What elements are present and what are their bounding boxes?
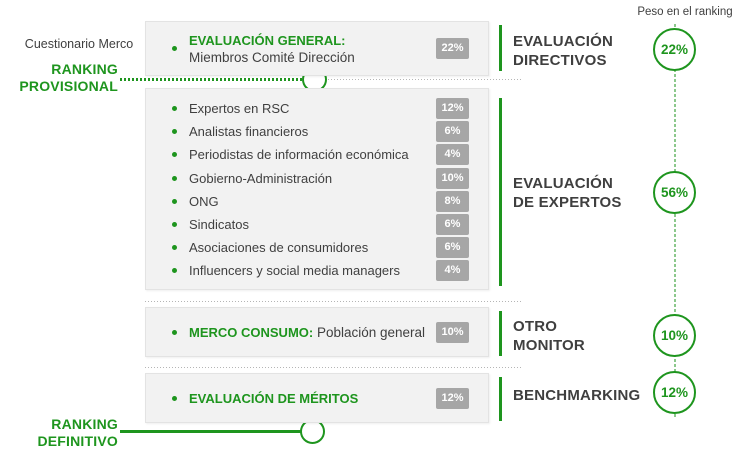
bullet-icon	[172, 106, 177, 112]
panel-evaluacion-meritos: EVALUACIÓN DE MÉRITOS 12%	[145, 373, 489, 423]
weight-badge: 10%	[436, 167, 469, 189]
separator-section-2	[145, 301, 523, 302]
weight-circle-benchmarking: 12%	[653, 371, 696, 414]
section-bar-otro-monitor	[499, 311, 502, 356]
weight-badge: 6%	[436, 237, 469, 259]
weight-badge: 6%	[436, 214, 469, 236]
bullet-icon	[172, 245, 177, 251]
bullet-icon	[172, 129, 177, 135]
section-label-benchmarking: BENCHMARKING	[513, 386, 653, 405]
weight-connector-line	[674, 24, 676, 417]
panel-merco-consumo: MERCO CONSUMO: Población general 10%	[145, 307, 489, 357]
section-label-expertos: EVALUACIÓN DE EXPERTOS	[513, 174, 653, 212]
expert-label: Sindicatos	[189, 217, 249, 233]
evaluacion-meritos-row: EVALUACIÓN DE MÉRITOS 12%	[146, 374, 488, 422]
definitivo-connector-line	[120, 430, 302, 433]
bullet-icon	[172, 175, 177, 181]
section-label-otro-monitor: OTRO MONITOR	[513, 317, 653, 355]
bullet-icon	[172, 222, 177, 228]
peso-heading: Peso en el ranking	[637, 6, 733, 18]
bullet-icon	[172, 46, 177, 51]
expert-label: Analistas financieros	[189, 124, 309, 140]
weight-badge: 12%	[436, 387, 469, 409]
bullet-icon	[172, 329, 177, 335]
ranking-provisional-line2: PROVISIONAL	[19, 78, 118, 94]
merco-consumo-row: MERCO CONSUMO: Población general 10%	[146, 308, 488, 356]
weight-badge: 12%	[436, 98, 469, 120]
weight-badge: 4%	[436, 260, 469, 282]
weight-badge: 10%	[436, 321, 469, 343]
expert-label: Asociaciones de consumidores	[189, 240, 369, 256]
section-label-line: MONITOR	[513, 337, 585, 354]
evaluacion-general-subtitle: Miembros Comité Dirección	[189, 49, 355, 65]
separator-section-1	[328, 79, 523, 80]
bullet-icon	[172, 152, 177, 158]
section-label-line: OTRO	[513, 318, 558, 335]
evaluacion-general-title: EVALUACIÓN GENERAL:	[189, 32, 346, 48]
ranking-definitivo-label: RANKING DEFINITIVO	[0, 416, 118, 450]
expert-label: Influencers y social media managers	[189, 263, 400, 279]
expert-row: Expertos en RSC 12%	[146, 97, 488, 120]
expert-label: ONG	[189, 193, 219, 209]
weight-badge: 22%	[436, 38, 469, 59]
weight-circle-otro-monitor: 10%	[653, 314, 696, 357]
section-label-line: EVALUACIÓN	[513, 175, 614, 192]
weight-badge: 4%	[436, 144, 469, 166]
merco-consumo-subtitle: Población general	[313, 324, 426, 340]
bullet-icon	[172, 198, 177, 204]
section-label-line: DE EXPERTOS	[513, 194, 622, 211]
expert-row: Sindicatos 6%	[146, 213, 488, 236]
ranking-provisional-line1: RANKING	[51, 61, 118, 77]
evaluacion-meritos-title: EVALUACIÓN DE MÉRITOS	[189, 390, 359, 406]
section-bar-expertos	[499, 98, 502, 286]
merco-consumo-title: MERCO CONSUMO:	[189, 324, 314, 340]
section-label-line: BENCHMARKING	[513, 387, 641, 404]
weight-badge: 8%	[436, 190, 469, 212]
expert-row: Gobierno-Administración 10%	[146, 167, 488, 190]
separator-section-3	[145, 367, 523, 368]
bullet-icon	[172, 268, 177, 274]
weight-badge: 6%	[436, 121, 469, 143]
section-bar-benchmarking	[499, 377, 502, 421]
ranking-definitivo-line1: RANKING	[51, 416, 118, 432]
section-label-line: EVALUACIÓN	[513, 33, 614, 50]
expert-row: Periodistas de información económica 4%	[146, 143, 488, 166]
questionnaire-label: Cuestionario Merco	[24, 37, 134, 51]
expert-row: Influencers y social media managers 4%	[146, 259, 488, 282]
panel-evaluacion-general: EVALUACIÓN GENERAL: Miembros Comité Dire…	[145, 21, 489, 76]
provisional-connector-line	[120, 78, 303, 81]
expert-row: Analistas financieros 6%	[146, 120, 488, 143]
section-label-directivos: EVALUACIÓN DIRECTIVOS	[513, 32, 653, 70]
expert-label: Periodistas de información económica	[189, 147, 409, 163]
expert-row: ONG 8%	[146, 190, 488, 213]
section-label-line: DIRECTIVOS	[513, 52, 607, 69]
expert-label: Expertos en RSC	[189, 101, 290, 117]
ranking-definitivo-line2: DEFINITIVO	[37, 433, 118, 449]
expert-row: Asociaciones de consumidores 6%	[146, 236, 488, 259]
weight-circle-expertos: 56%	[653, 171, 696, 214]
ranking-provisional-label: RANKING PROVISIONAL	[0, 61, 118, 95]
expert-label: Gobierno-Administración	[189, 170, 333, 186]
panel-evaluacion-expertos: Expertos en RSC 12% Analistas financiero…	[145, 88, 489, 290]
bullet-icon	[172, 395, 177, 401]
section-bar-directivos	[499, 25, 502, 71]
weight-circle-directivos: 22%	[653, 28, 696, 71]
definitivo-connector-node	[300, 419, 325, 444]
